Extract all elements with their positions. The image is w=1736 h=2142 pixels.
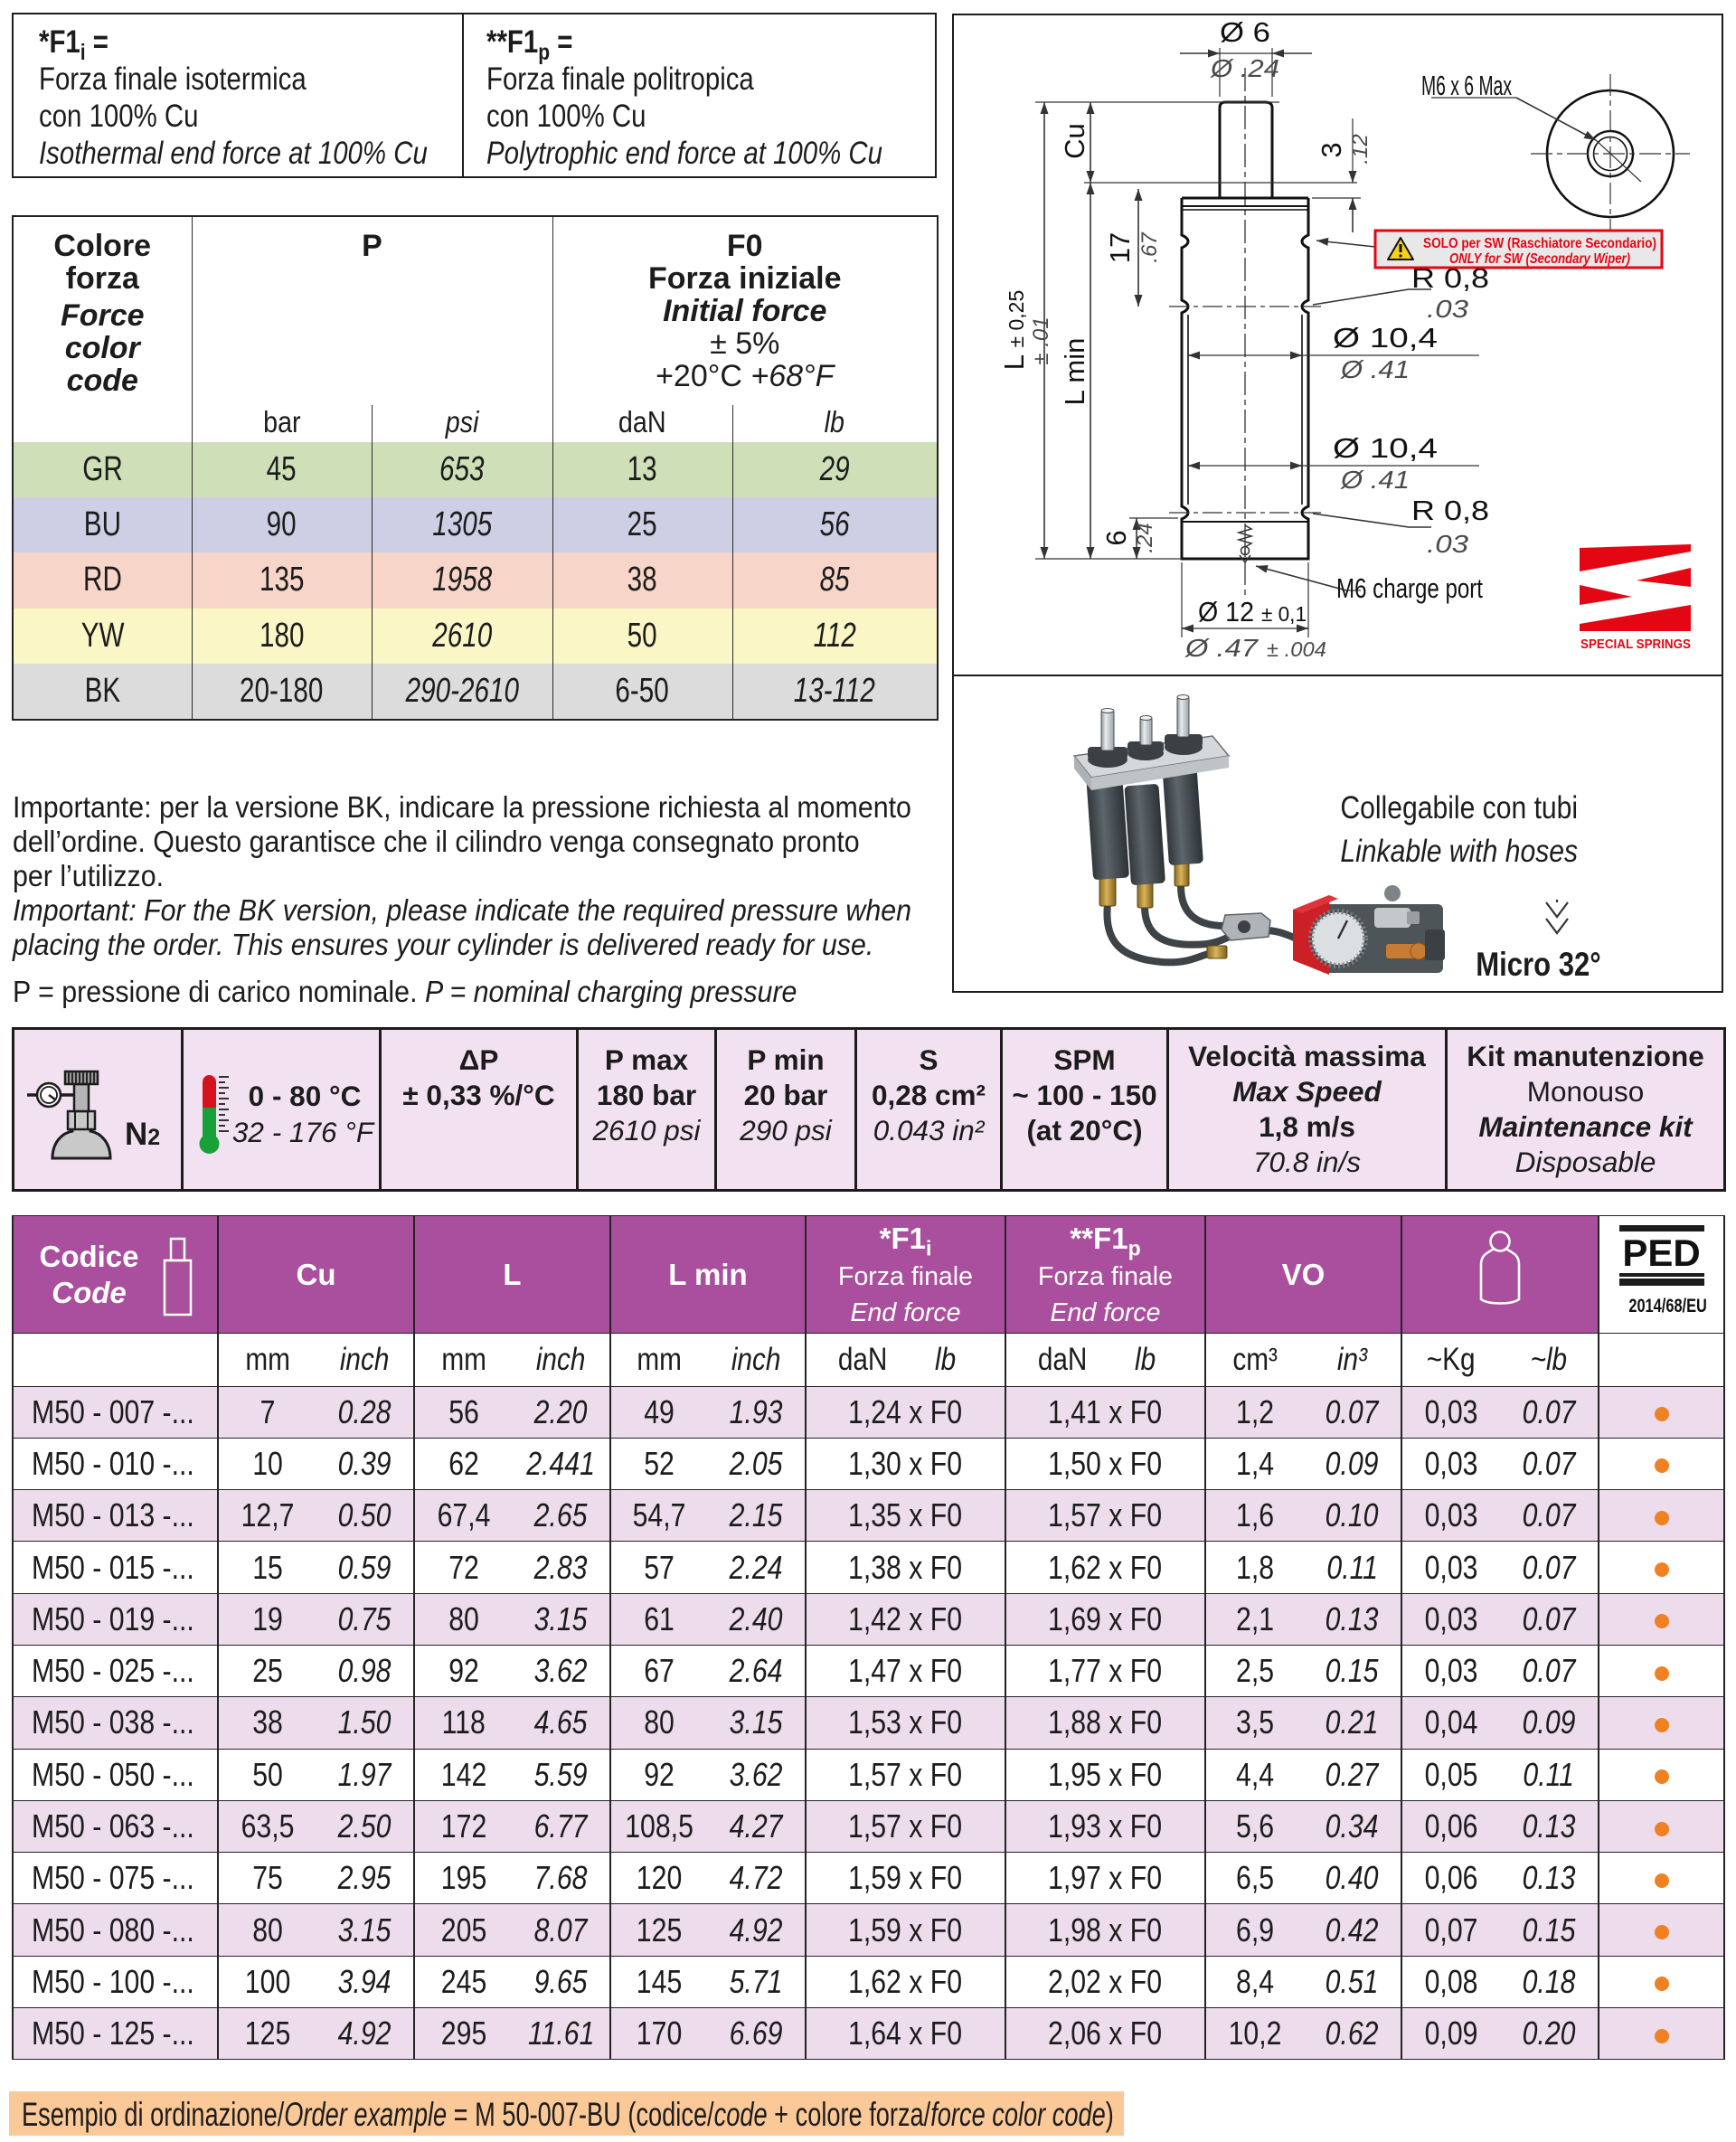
- svg-text:3: 3: [1316, 142, 1347, 157]
- svg-text:Ø 10,4: Ø 10,4: [1333, 322, 1438, 354]
- svg-text:.03: .03: [1427, 295, 1468, 323]
- svg-text:17: 17: [1104, 232, 1136, 263]
- svg-text:.67: .67: [1137, 231, 1162, 263]
- svg-text:ONLY for SW (Secondary Wiper): ONLY for SW (Secondary Wiper): [1449, 251, 1630, 267]
- svg-text:Cu: Cu: [1059, 123, 1090, 159]
- svg-text:SPECIAL SPRINGS: SPECIAL SPRINGS: [1580, 637, 1691, 652]
- svg-text:L min: L min: [1059, 338, 1090, 406]
- svg-text:Ø .47: Ø .47: [1184, 634, 1260, 662]
- svg-text:SOLO per SW (Raschiatore Secon: SOLO per SW (Raschiatore Secondario): [1423, 236, 1656, 251]
- svg-text:M6 charge port: M6 charge port: [1336, 572, 1483, 604]
- svg-text:.24: .24: [1133, 523, 1157, 552]
- svg-text:Ø 6: Ø 6: [1220, 16, 1270, 48]
- svg-text:R 0,8: R 0,8: [1411, 495, 1489, 526]
- svg-text:± .01: ± .01: [1029, 316, 1053, 364]
- svg-text:.12: .12: [1348, 134, 1373, 164]
- svg-text:Ø 12: Ø 12: [1198, 596, 1254, 628]
- svg-text:Ø .24: Ø .24: [1210, 54, 1279, 82]
- svg-text:.03: .03: [1427, 530, 1468, 558]
- svg-text:6: 6: [1100, 530, 1132, 545]
- svg-text:± .004: ± .004: [1267, 637, 1326, 661]
- svg-text:M6 x 6 Max: M6 x 6 Max: [1421, 70, 1512, 101]
- svg-text:± 0,1: ± 0,1: [1261, 602, 1307, 626]
- svg-text:Ø .41: Ø .41: [1340, 466, 1410, 494]
- svg-text:Ø 10,4: Ø 10,4: [1333, 432, 1438, 464]
- svg-text:Ø .41: Ø .41: [1340, 355, 1410, 383]
